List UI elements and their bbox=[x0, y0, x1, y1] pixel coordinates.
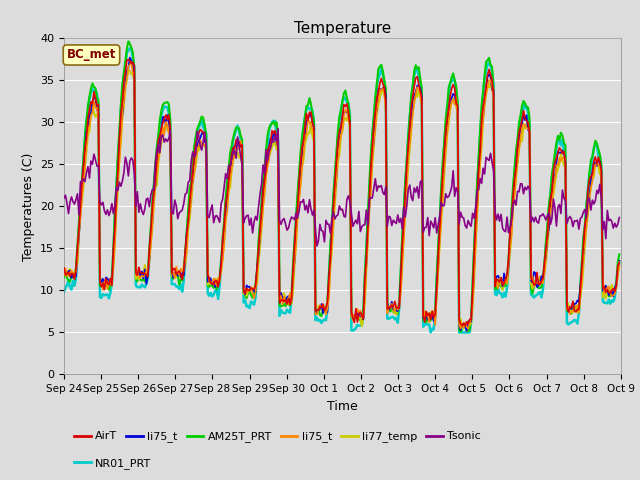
Y-axis label: Temperatures (C): Temperatures (C) bbox=[22, 152, 35, 261]
Title: Temperature: Temperature bbox=[294, 21, 391, 36]
Text: BC_met: BC_met bbox=[67, 48, 116, 61]
X-axis label: Time: Time bbox=[327, 400, 358, 413]
Legend: NR01_PRT: NR01_PRT bbox=[70, 454, 156, 474]
